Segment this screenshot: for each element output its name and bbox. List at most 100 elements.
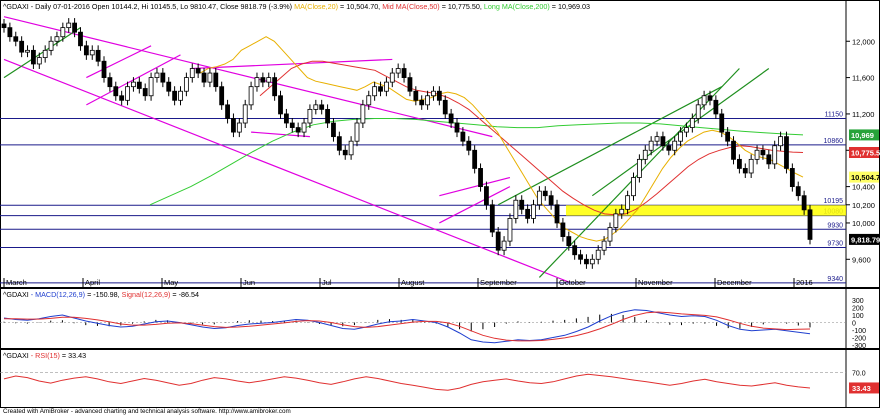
rsi-header: ^GDAXI - RSI(15) = 33.43 [3, 351, 86, 360]
month-label: November [638, 278, 673, 287]
price-tick-label: 11,600 [852, 74, 874, 83]
candle-body [666, 145, 672, 151]
candle-body [289, 122, 295, 128]
macd-tick-label: 100 [852, 313, 864, 320]
candle-body [36, 57, 42, 65]
candle-body [225, 104, 230, 119]
candle-body [48, 40, 54, 51]
candle-body [13, 36, 19, 42]
level-label: 9930 [827, 222, 843, 229]
candle-body [113, 86, 119, 97]
candle-body [66, 22, 72, 29]
magenta-trendline [251, 131, 310, 138]
candle-body [19, 40, 25, 53]
candle-body [572, 245, 578, 256]
month-label: 2016 [796, 278, 813, 287]
candle-body [431, 90, 436, 97]
ma20-value: = 10,504.70, [340, 2, 380, 11]
axis-labels: 12,00011,60011,20010,80010,40010,20010,0… [3, 37, 880, 394]
candle-body [642, 149, 648, 160]
candle-body [789, 168, 795, 188]
candle-body [266, 77, 272, 83]
candle-body [31, 49, 36, 65]
candle-body [1, 23, 7, 29]
candle-body [384, 81, 389, 92]
candle-body [719, 113, 725, 133]
candle-body [760, 149, 766, 156]
candle-body [372, 86, 378, 97]
rsi-ticker: ^GDAXI [3, 351, 29, 360]
magenta-trendline [86, 45, 152, 79]
candle-body [725, 131, 731, 142]
candle-body [478, 168, 483, 188]
candle-body [542, 190, 548, 197]
candle-body [342, 149, 348, 156]
signal-line [4, 311, 811, 342]
candle-body [366, 95, 372, 106]
price-ticker: ^GDAXI [3, 2, 29, 11]
candle-body [7, 27, 13, 38]
candle-body [536, 190, 542, 206]
candle-body [501, 240, 507, 251]
month-label: Jul [322, 278, 332, 287]
candle-body [131, 81, 136, 88]
candle-body [407, 77, 413, 92]
candle-body [554, 204, 560, 224]
magenta-trendline [3, 58, 570, 283]
ma20-label: MA(Close,20) [294, 2, 338, 11]
candle-body [248, 86, 254, 106]
level-label: 9340 [827, 276, 843, 283]
candle-body [795, 186, 801, 197]
price-plot: 10195100809930973093401115010860 [0, 16, 846, 284]
candle-body [713, 99, 719, 115]
support-band [566, 205, 846, 216]
candle-body [319, 104, 325, 110]
candle-body [201, 72, 207, 83]
macd-tick-label: 300 [852, 298, 864, 305]
candle-body [413, 90, 419, 101]
candle-body [360, 104, 366, 124]
value-tag-label: 10,969 [851, 131, 874, 140]
candle-body [442, 99, 448, 115]
month-label: May [164, 278, 178, 287]
candle-body [331, 122, 336, 138]
candle-body [701, 95, 707, 106]
candle-body [784, 136, 789, 169]
candle-body [560, 222, 566, 237]
rsi-label: - RSI(15) [31, 351, 60, 360]
candle-body [466, 140, 472, 151]
candle-body [689, 118, 695, 128]
candle-body [295, 127, 301, 133]
candle-body [219, 86, 225, 106]
value-tag-label: 10,775.5 [851, 148, 880, 157]
candle-body [425, 95, 430, 106]
rsi-value-tag [849, 382, 879, 394]
candle-body [660, 136, 666, 147]
macd-tick-label: 200 [852, 306, 864, 313]
macd-tick-label: -200 [852, 336, 866, 343]
candle-body [236, 122, 242, 133]
candle-body [95, 49, 101, 62]
value-tag [849, 171, 879, 183]
ma20-line [199, 36, 804, 242]
candle-body [395, 68, 401, 74]
month-label: April [85, 278, 100, 287]
candle-body [419, 99, 425, 106]
candle-body [601, 240, 607, 251]
month-label: December [717, 278, 752, 287]
macd-tick-label: -100 [852, 328, 866, 335]
candle-body [607, 227, 613, 242]
candle-body [613, 213, 619, 228]
candle-body [60, 27, 66, 38]
candle-body [578, 254, 583, 260]
rsi-line [3, 373, 811, 391]
rsi-plot [0, 372, 846, 391]
candle-body [648, 140, 654, 151]
candle-body [748, 158, 754, 174]
value-tag [849, 129, 879, 141]
candle-body [801, 195, 807, 211]
candle-body [166, 81, 172, 92]
magenta-trendline [439, 176, 511, 197]
candle-body [636, 158, 642, 178]
candle-body [772, 145, 778, 165]
